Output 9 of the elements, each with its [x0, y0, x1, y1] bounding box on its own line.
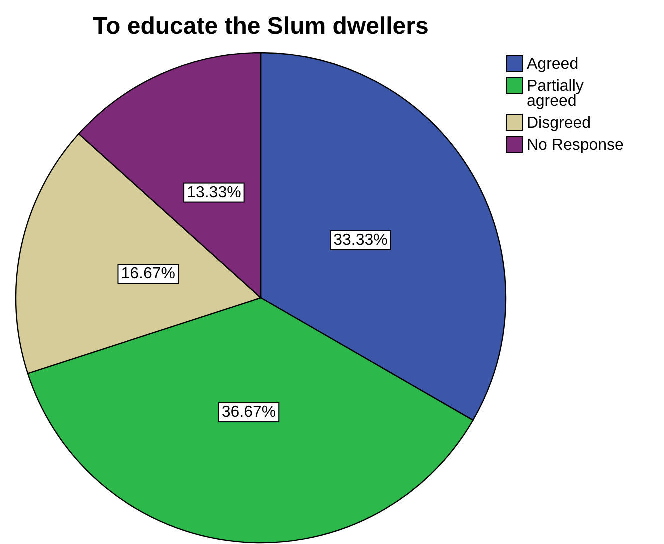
legend-label: Partially agreed [527, 78, 584, 110]
data-label: 13.33% [187, 184, 242, 202]
data-label: 33.33% [334, 232, 388, 249]
legend-label: Disgreed [527, 115, 592, 132]
data-label: 16.67% [121, 266, 176, 283]
data-label: 36.67% [222, 404, 276, 422]
legend-label: No Response [527, 137, 624, 154]
chart-title: To educate the Slum dwellers [93, 13, 429, 40]
legend-label: Agreed [527, 56, 579, 73]
